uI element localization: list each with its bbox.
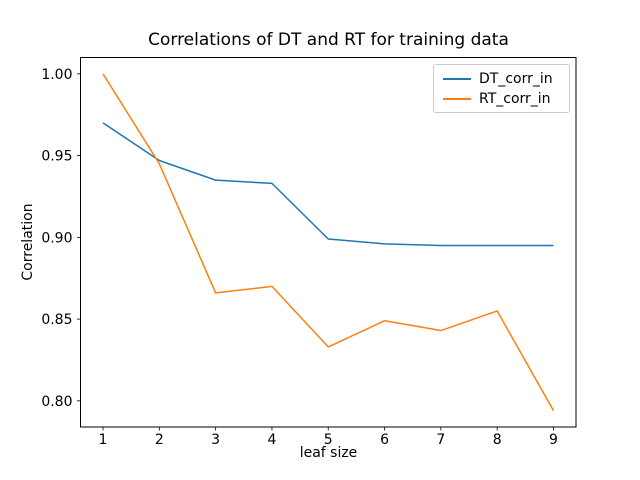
- y-tick-label: 0.85: [41, 312, 72, 328]
- legend-item-dt-corr-in: DT_corr_in: [443, 70, 560, 87]
- legend: DT_corr_in RT_corr_in: [433, 64, 570, 113]
- legend-label-dt-corr-in: DT_corr_in: [479, 70, 553, 87]
- x-tick-label: 1: [99, 432, 108, 448]
- y-tick-label: 0.90: [41, 230, 72, 246]
- chart-title: Correlations of DT and RT for training d…: [148, 30, 509, 50]
- x-tick-label: 9: [549, 432, 558, 448]
- y-tick-label: 1.00: [41, 67, 72, 83]
- series-line-dt-corr-in: [102, 122, 554, 247]
- x-tick-label: 5: [324, 432, 333, 448]
- x-tick-label: 6: [380, 432, 389, 448]
- x-tick-label: 8: [493, 432, 502, 448]
- series-line-rt-corr-in: [102, 73, 555, 412]
- axes-frame: [80, 57, 577, 428]
- x-tick-label: 7: [436, 432, 445, 448]
- y-tick-label: 0.95: [41, 149, 72, 165]
- dt-line-swatch: [443, 77, 471, 80]
- y-axis-label: Correlation: [20, 203, 36, 281]
- x-tick-label: 3: [211, 432, 220, 448]
- x-tick-label: 4: [267, 432, 276, 448]
- rt-line-swatch: [443, 97, 471, 100]
- legend-item-rt-corr-in: RT_corr_in: [443, 90, 560, 107]
- y-tick-label: 0.80: [41, 394, 72, 410]
- x-tick-label: 2: [155, 432, 164, 448]
- x-axis-label: leaf size: [299, 445, 358, 461]
- legend-label-rt-corr-in: RT_corr_in: [479, 90, 551, 107]
